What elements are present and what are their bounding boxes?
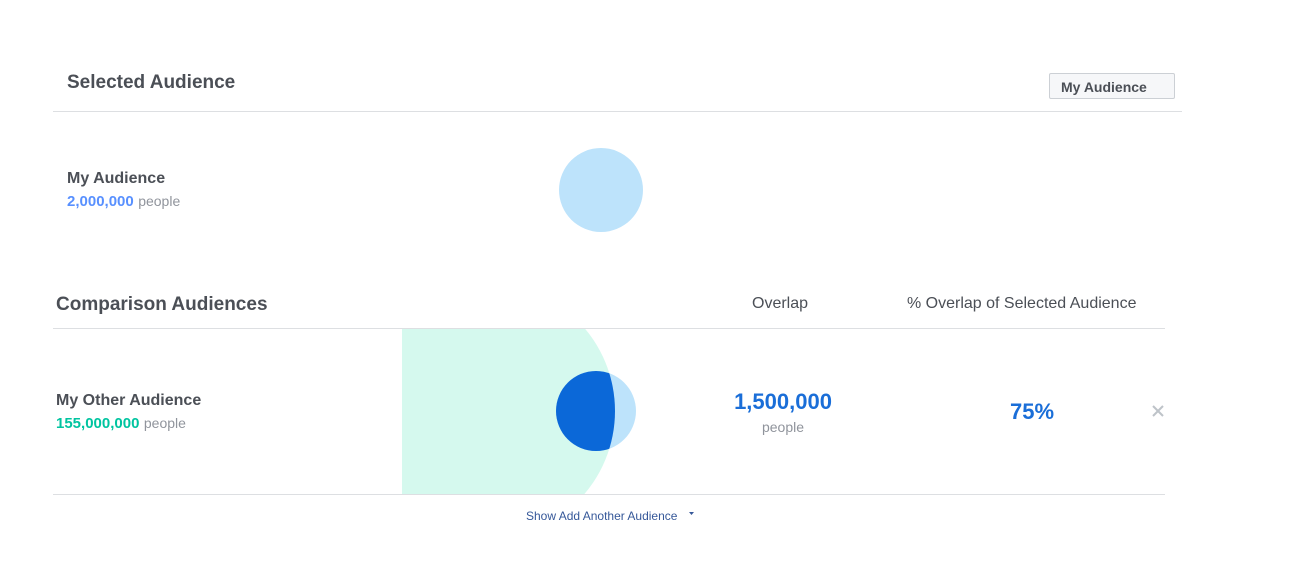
dropdown-label[interactable]: My Audience	[1061, 79, 1147, 95]
overlap-value: 1,500,000	[734, 389, 832, 414]
audience-size: 2,000,000	[67, 193, 134, 210]
section-title: Selected Audience	[67, 72, 236, 93]
audience-unit: people	[143, 415, 186, 431]
comparison-audience-circle	[402, 328, 615, 495]
divider	[53, 494, 1165, 495]
overlap-percent: 75%	[1009, 399, 1055, 424]
overlap-region	[556, 371, 615, 451]
audience-unit: people	[138, 193, 181, 209]
audience-name: My Audience	[67, 170, 166, 187]
audience-name: My Other Audience	[56, 392, 202, 409]
show-more-link[interactable]: Show Add Another Audience	[526, 509, 678, 523]
divider	[53, 328, 1165, 329]
remove-button[interactable]	[1152, 405, 1164, 417]
audience-size-line: 2,000,000 people	[67, 193, 180, 211]
audience-size-line: 155,000,000 people	[56, 415, 186, 433]
overlap-unit: people	[761, 419, 805, 435]
audience-size: 155,000,000	[56, 415, 140, 432]
column-header: % Overlap of Selected Audience	[907, 295, 1137, 312]
audience-dropdown[interactable]: My Audience	[1049, 73, 1175, 99]
column-header: Overlap	[752, 295, 809, 312]
selected-audience-circle	[559, 148, 643, 232]
link-arrow[interactable]	[689, 512, 694, 515]
section-title: Comparison Audiences	[56, 294, 268, 315]
divider	[53, 111, 1182, 112]
